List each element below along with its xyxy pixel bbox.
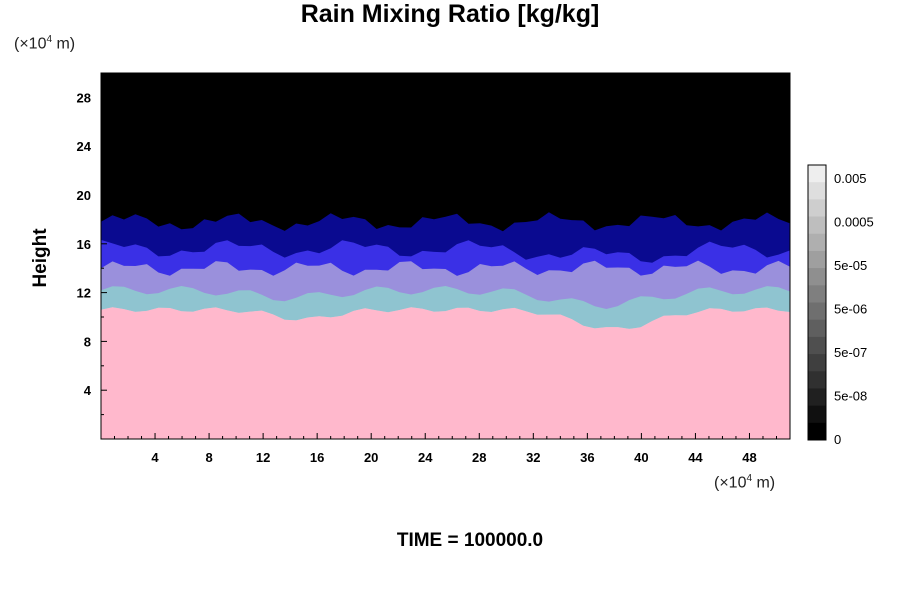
colorbar-level [808, 336, 826, 355]
y-tick-label: 8 [84, 334, 91, 349]
y-tick-label: 20 [77, 188, 91, 203]
colorbar-level [808, 182, 826, 200]
colorbar-level [808, 165, 826, 183]
colorbar-level [808, 268, 826, 286]
plot-frame [100, 72, 791, 440]
layer-pink [101, 307, 790, 439]
x-tick-label: 48 [742, 450, 756, 465]
y-tick-label: 4 [84, 383, 92, 398]
x-unit-label: (×104 m) [714, 473, 776, 492]
colorbar-label: 0.005 [834, 171, 867, 186]
y-tick-label: 24 [77, 139, 92, 154]
colorbar-label: 5e-05 [834, 258, 867, 273]
colorbar-level [808, 216, 826, 235]
colorbar-level [808, 388, 826, 407]
colorbar-label: 0.0005 [834, 215, 874, 230]
colorbar-level [808, 422, 826, 441]
y-axis: 4 8 12 16 20 24 28 [77, 90, 107, 416]
colorbar-label: 5e-07 [834, 345, 867, 360]
colorbar-level [808, 405, 826, 424]
y-tick-label: 12 [77, 286, 91, 301]
chart-title: Rain Mixing Ratio [kg/kg] [300, 0, 600, 28]
colorbar-level [808, 354, 826, 372]
x-axis: 4 8 12 16 20 24 28 32 36 40 44 48 [114, 433, 777, 465]
colorbar: 0.005 0.0005 5e-05 5e-06 5e-07 5e-08 0 [807, 164, 874, 447]
colorbar-label: 5e-06 [834, 302, 867, 317]
colorbar-level [808, 371, 826, 389]
x-tick-label: 16 [310, 450, 324, 465]
x-tick-label: 24 [418, 450, 433, 465]
colorbar-label: 5e-08 [834, 389, 867, 404]
x-tick-label: 44 [688, 450, 703, 465]
time-label: TIME = 100000.0 [396, 530, 544, 551]
colorbar-level [808, 302, 826, 321]
x-tick-label: 32 [526, 450, 540, 465]
x-tick-label: 8 [205, 450, 212, 465]
x-tick-label: 4 [151, 450, 159, 465]
x-tick-label: 40 [634, 450, 648, 465]
colorbar-label: 0 [834, 432, 841, 447]
plot-area [100, 72, 791, 440]
x-tick-label: 36 [580, 450, 594, 465]
y-unit-label: (×104 m) [14, 34, 76, 53]
y-tick-label: 28 [77, 90, 91, 105]
colorbar-level [808, 250, 826, 269]
y-tick-label: 16 [77, 237, 91, 252]
colorbar-level [808, 199, 826, 218]
x-tick-label: 20 [364, 450, 378, 465]
colorbar-level [808, 233, 826, 252]
colorbar-frame [807, 164, 827, 441]
x-tick-label: 12 [256, 450, 270, 465]
x-tick-label: 28 [472, 450, 486, 465]
colorbar-level [808, 285, 826, 303]
colorbar-level [808, 319, 826, 338]
